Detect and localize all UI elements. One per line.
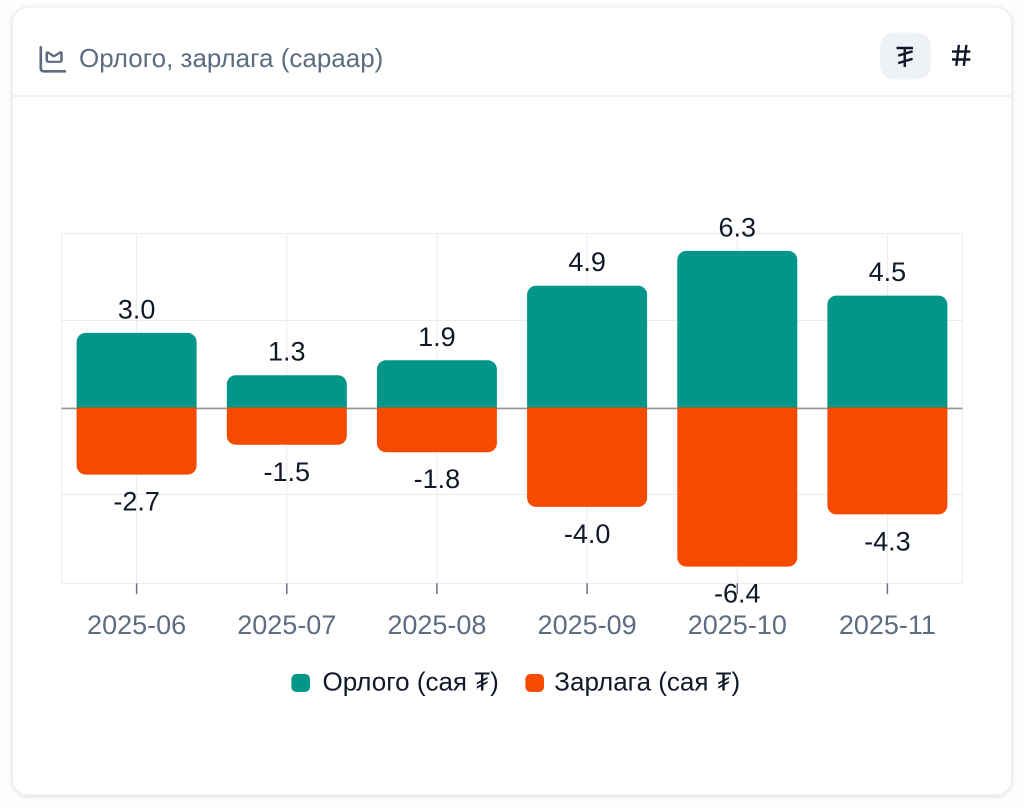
svg-text:2025-10: 2025-10 [688, 610, 787, 640]
svg-text:4.5: 4.5 [869, 257, 907, 287]
svg-text:1.3: 1.3 [268, 337, 306, 367]
svg-text:Орлого (сая ₮): Орлого (сая ₮) [323, 667, 499, 697]
svg-text:-4.0: -4.0 [564, 519, 611, 549]
svg-text:Орлого, зарлага (сараар): Орлого, зарлага (сараар) [79, 43, 383, 73]
svg-text:2025-11: 2025-11 [839, 610, 936, 640]
svg-text:3.0: 3.0 [118, 294, 156, 324]
svg-text:2025-06: 2025-06 [87, 610, 186, 640]
svg-text:2025-07: 2025-07 [237, 610, 336, 640]
svg-text:-2.7: -2.7 [113, 487, 160, 517]
svg-text:-1.8: -1.8 [414, 464, 461, 494]
svg-text:4.9: 4.9 [568, 247, 606, 277]
svg-text:-4.3: -4.3 [864, 526, 911, 556]
svg-text:Зарлага (сая ₮): Зарлага (сая ₮) [554, 667, 740, 697]
svg-text:1.9: 1.9 [418, 322, 456, 352]
svg-text:2025-08: 2025-08 [387, 610, 486, 640]
svg-text:-1.5: -1.5 [264, 457, 311, 487]
svg-text:6.3: 6.3 [719, 212, 757, 242]
svg-text:2025-09: 2025-09 [538, 610, 637, 640]
